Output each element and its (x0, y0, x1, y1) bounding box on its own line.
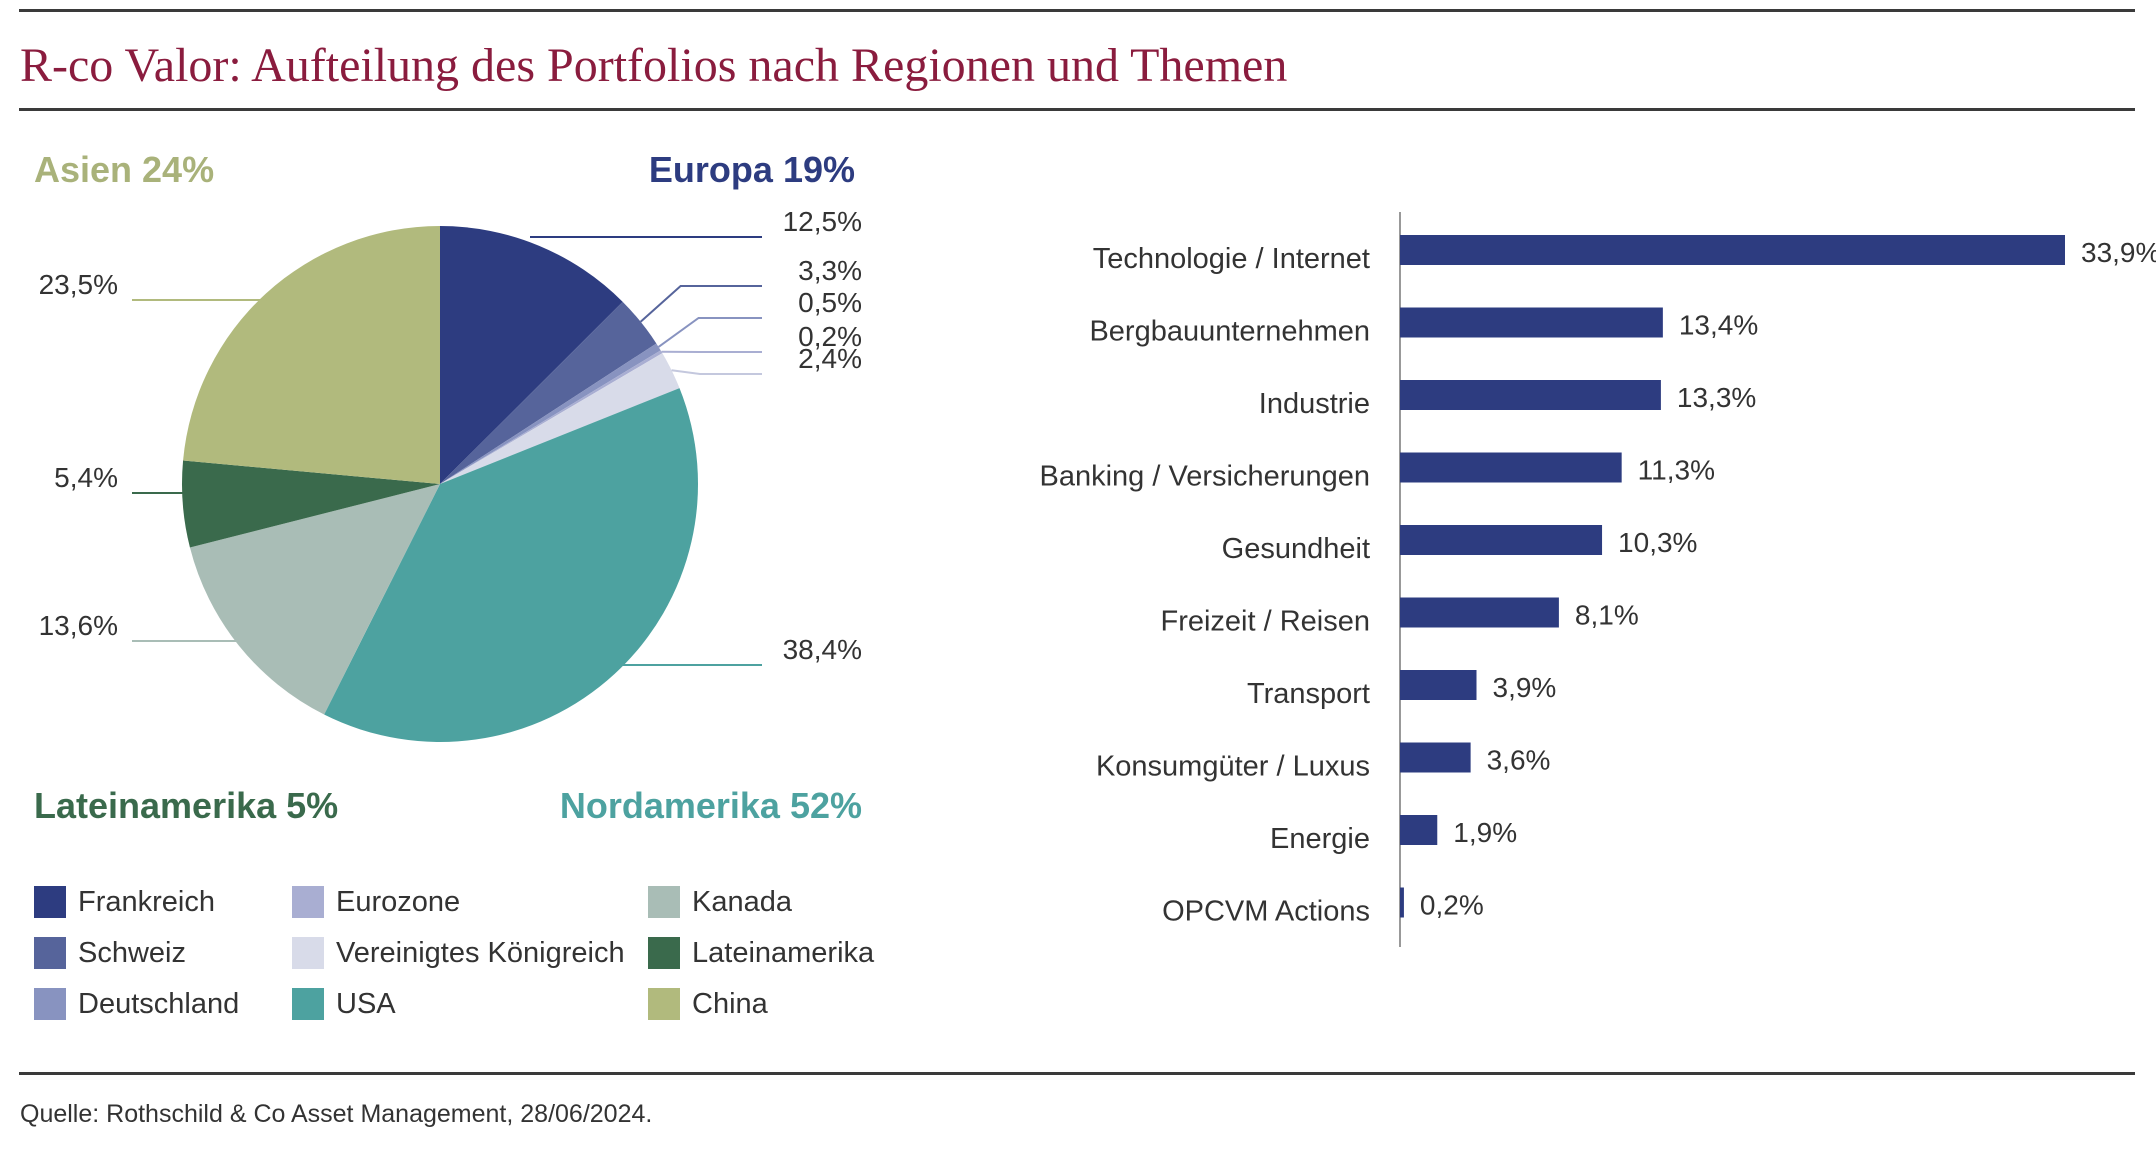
bar-value-label: 3,9% (1493, 672, 1557, 703)
legend-label: Frankreich (78, 885, 215, 918)
pie-slice-kanada (189, 484, 440, 715)
region-label: Asien 24% (34, 149, 214, 190)
legend-item: Lateinamerika (648, 935, 874, 971)
bar-category-label: Gesundheit (1222, 533, 1370, 565)
top-rule (19, 9, 2135, 12)
bar (1400, 235, 2065, 265)
legend-swatch (648, 988, 680, 1020)
bar-value-label: 1,9% (1453, 817, 1517, 848)
bar (1400, 307, 1663, 338)
source-note: Quelle: Rothschild & Co Asset Management… (20, 1100, 653, 1128)
legend-swatch (34, 937, 66, 969)
legend-label: Vereinigtes Königreich (336, 936, 625, 969)
bar-category-label: Transport (1247, 678, 1370, 710)
pie-value-label: 0,2% (798, 321, 862, 352)
legend-swatch (292, 937, 324, 969)
legend-swatch (292, 886, 324, 918)
bottom-rule (19, 1072, 2135, 1075)
chart-title: R-co Valor: Aufteilung des Portfolios na… (20, 39, 1288, 92)
bar-value-label: 13,3% (1677, 382, 1756, 413)
bar (1400, 887, 1404, 918)
leader-line (657, 317, 762, 348)
legend-label: China (692, 987, 768, 1020)
bar-category-label: Freizeit / Reisen (1160, 606, 1370, 638)
pie-slice-schweiz (440, 301, 657, 484)
legend-swatch (34, 988, 66, 1020)
pie-value-label: 3,3% (798, 255, 862, 286)
legend-swatch (648, 886, 680, 918)
bar-value-label: 33,9% (2081, 237, 2156, 268)
bar (1400, 525, 1603, 555)
legend-item: Schweiz (34, 935, 186, 971)
legend-swatch (292, 988, 324, 1020)
bar-category-label: Banking / Versicherungen (1040, 461, 1371, 493)
bar-chart: Technologie / Internet 33,9% Bergbauuntern… (1040, 212, 2156, 947)
bar (1400, 380, 1661, 410)
legend-item: Kanada (648, 884, 792, 920)
legend-swatch (34, 886, 66, 918)
pie-value-label: 38,4% (783, 634, 862, 665)
bar-category-label: Energie (1270, 823, 1370, 855)
legend-item: Vereinigtes Königreich (292, 935, 625, 971)
bar-value-label: 13,4% (1679, 310, 1758, 341)
legend-label: Kanada (692, 885, 792, 918)
pie-slice-lateinamerika (182, 460, 441, 548)
legend-item: China (648, 986, 768, 1022)
legend-item: Eurozone (292, 884, 460, 920)
pie-value-labels: 12,5% 3,3%0,5%0,2%2,4% 38,4% 13,6% 5,4% 23,5% (39, 206, 862, 666)
region-label: Nordamerika 52% (560, 785, 862, 826)
title-rule (19, 108, 2135, 111)
bar-category-label: Konsumgüter / Luxus (1096, 751, 1370, 783)
pie-slice-usa (324, 388, 698, 742)
legend-label: Schweiz (78, 936, 186, 969)
pie-value-label: 5,4% (54, 462, 118, 493)
pie-slice-eurozone (440, 350, 663, 484)
legend-swatch (648, 937, 680, 969)
pie-slices (182, 226, 698, 742)
bar (1400, 452, 1622, 483)
bar-value-label: 11,3% (1638, 455, 1715, 486)
pie-value-label: 13,6% (39, 610, 118, 641)
bar-value-label: 10,3% (1618, 527, 1697, 558)
legend-label: Deutschland (78, 987, 240, 1020)
region-label: Europa 19% (649, 149, 855, 190)
region-label: Lateinamerika 5% (34, 785, 338, 826)
legend-item: Deutschland (34, 986, 239, 1022)
legend-label: USA (336, 987, 396, 1020)
bar-value-label: 8,1% (1575, 600, 1639, 631)
pie-value-label: 12,5% (783, 206, 862, 237)
pie-chart: 12,5% 3,3%0,5%0,2%2,4% 38,4% 13,6% 5,4% 23,5%… (34, 149, 862, 826)
leader-line (639, 285, 762, 323)
legend-item: Frankreich (34, 884, 215, 920)
bar-value-label: 0,2% (1420, 890, 1484, 921)
bar-value-label: 3,6% (1487, 745, 1551, 776)
bar (1400, 597, 1559, 628)
bar (1400, 815, 1438, 845)
pie-slice-deutschland (440, 343, 661, 484)
bar-category-label: Industrie (1259, 388, 1370, 420)
pie-slice-frankreich (440, 226, 623, 484)
pie-value-label: 2,4% (798, 343, 862, 374)
pie-value-label: 23,5% (39, 269, 118, 300)
bar (1400, 742, 1471, 773)
bar-category-label: Bergbauunternehmen (1089, 316, 1370, 348)
pie-slice-vereinigtes-königreich (440, 353, 680, 484)
bar-category-label: Technologie / Internet (1093, 243, 1370, 275)
legend-label: Eurozone (336, 885, 461, 918)
legend-label: Lateinamerika (692, 936, 875, 969)
pie-value-label: 0,5% (798, 287, 862, 318)
bar (1400, 670, 1477, 700)
bar-category-label: OPCVM Actions (1162, 896, 1370, 928)
legend-item: USA (292, 986, 396, 1022)
leader-line (671, 369, 762, 375)
pie-slice-china (183, 226, 441, 484)
